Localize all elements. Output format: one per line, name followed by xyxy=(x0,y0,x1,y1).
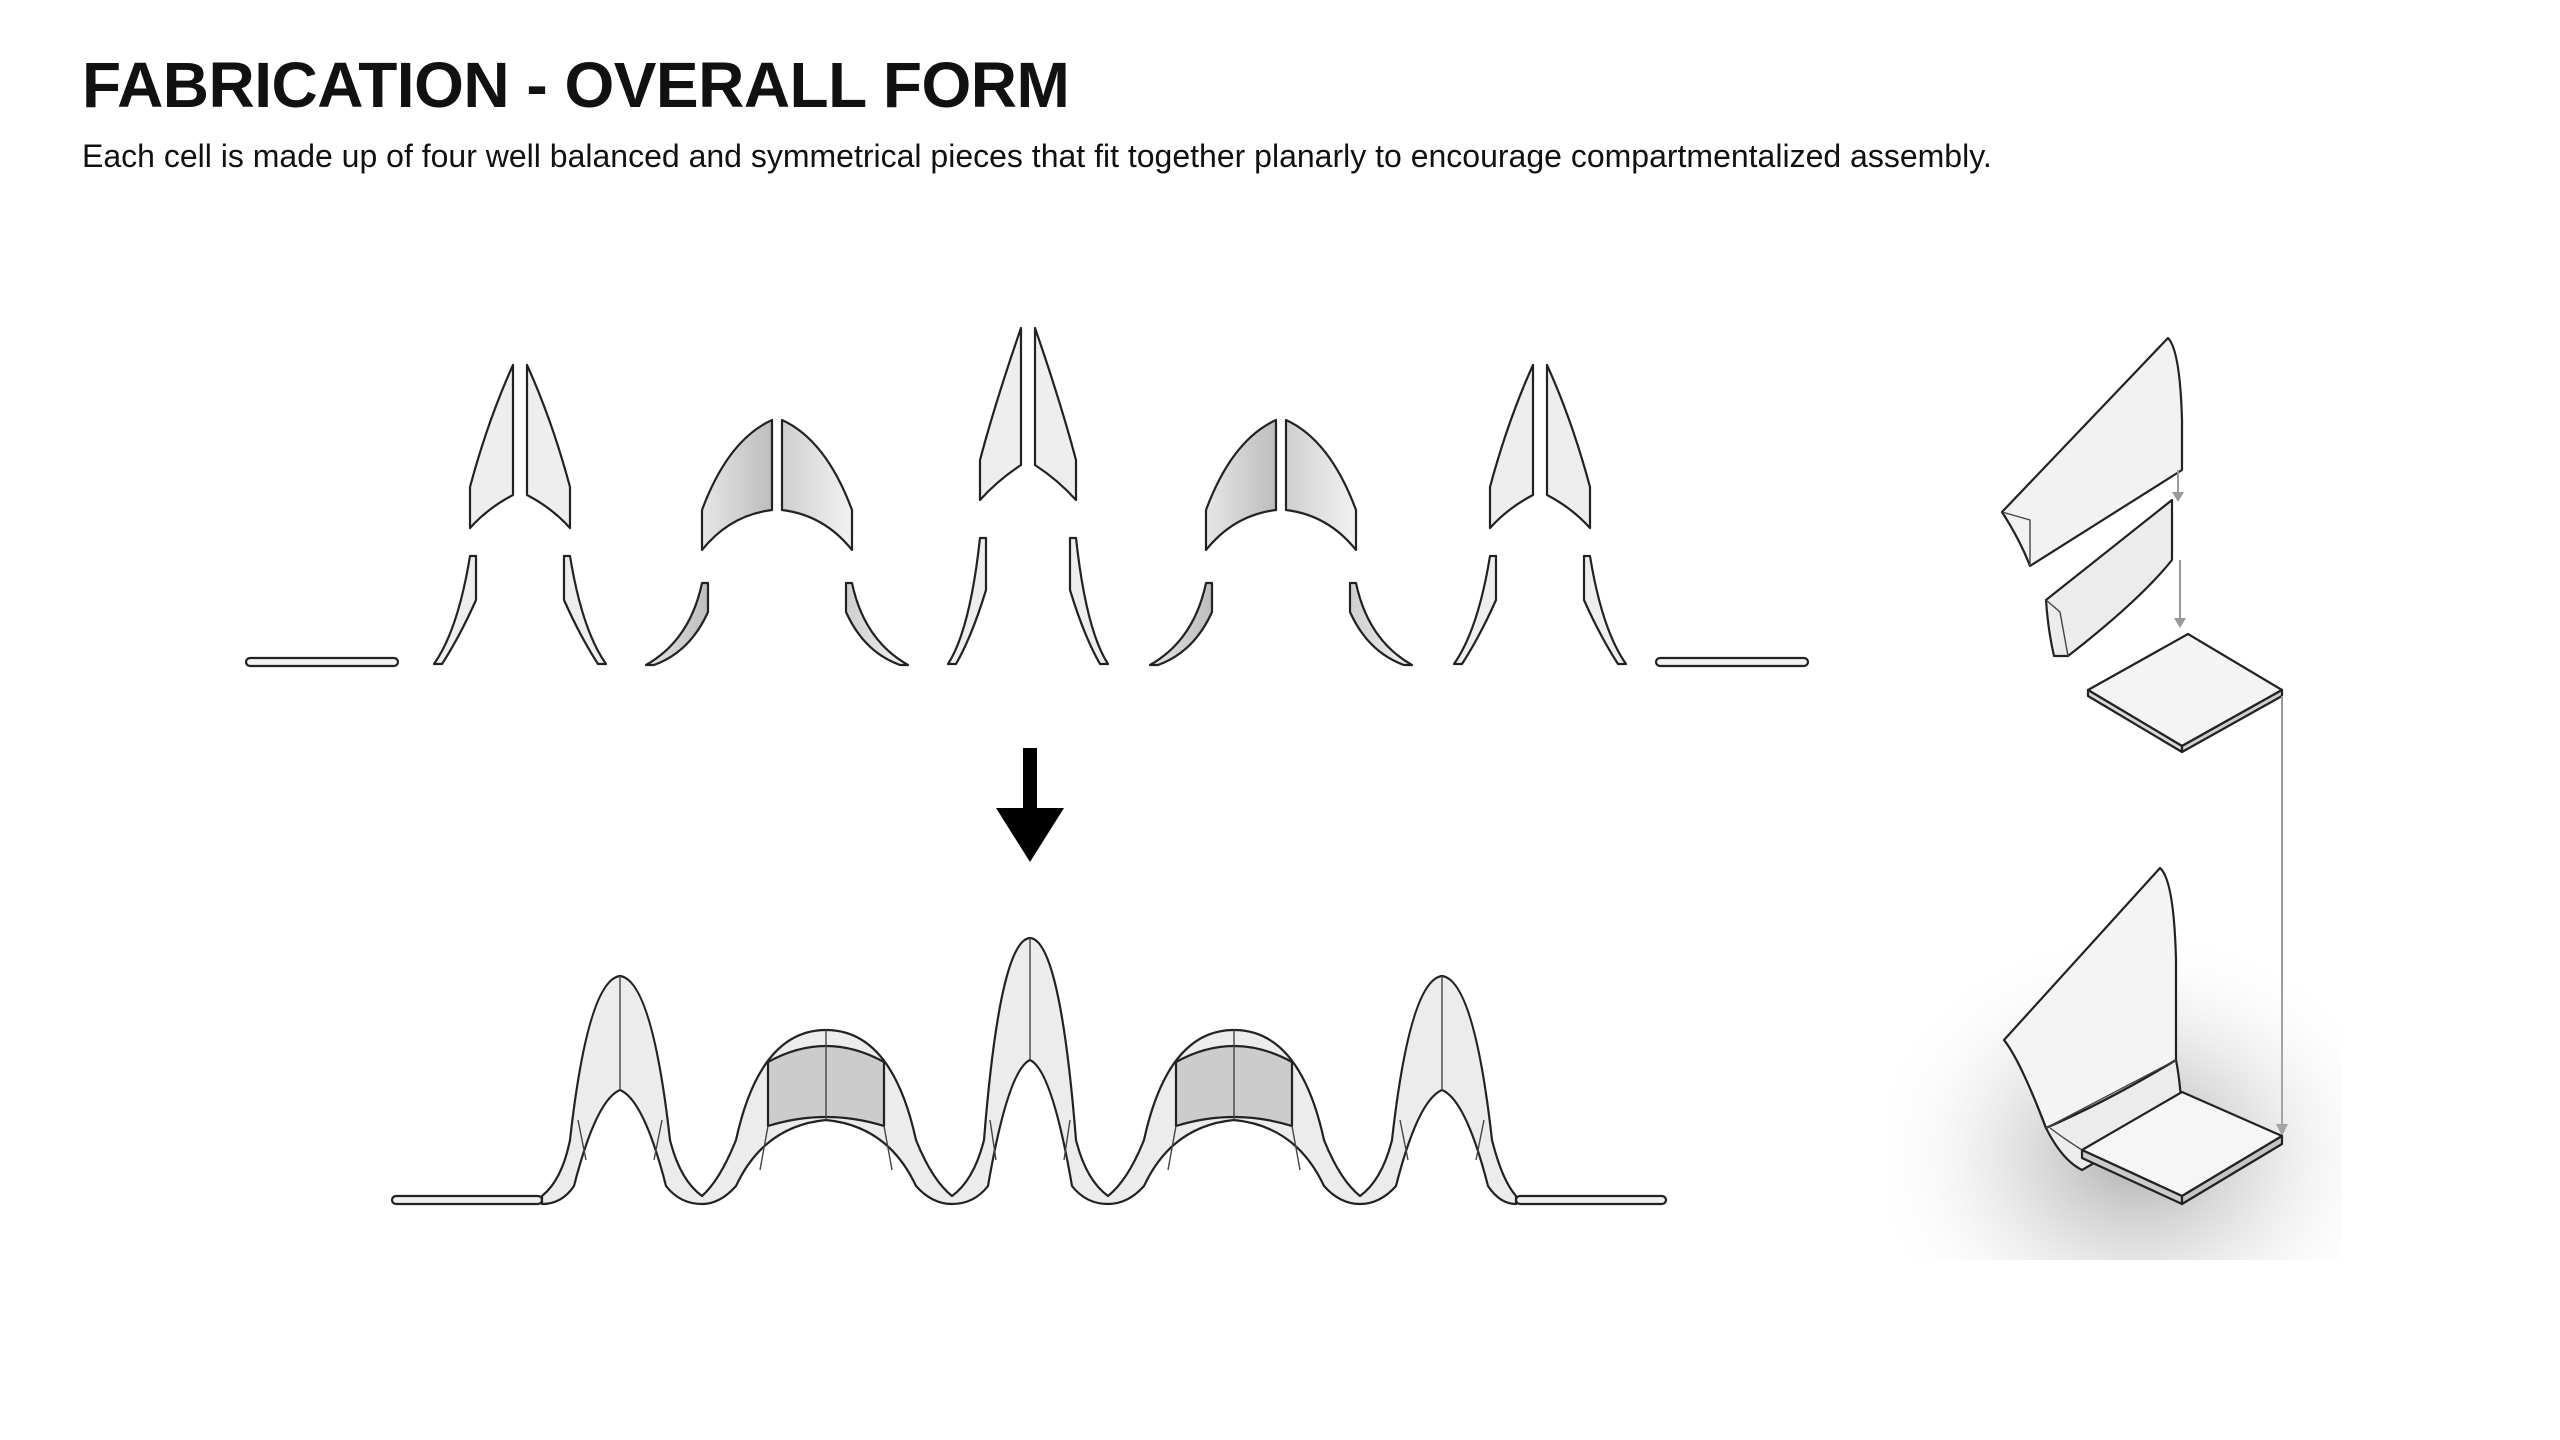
arrow-down-icon xyxy=(996,748,1064,862)
assembled-surface xyxy=(540,936,1518,1206)
end-plate-left xyxy=(244,656,400,668)
exploded-cell-3 xyxy=(946,326,1110,666)
exploded-row xyxy=(244,326,1810,668)
exploded-cell-4 xyxy=(1148,418,1414,667)
page-title: FABRICATION - OVERALL FORM xyxy=(82,49,1070,121)
exploded-cell-5 xyxy=(1452,363,1628,666)
exploded-cell-2 xyxy=(644,418,910,667)
axonometric-assembled xyxy=(1886,866,2342,1260)
assembled-row xyxy=(390,936,1668,1206)
page-subtitle: Each cell is made up of four well balanc… xyxy=(82,138,1992,174)
assembled-end-plate-right xyxy=(1514,1194,1668,1206)
exploded-cell-1 xyxy=(432,363,608,666)
end-plate-right xyxy=(1654,656,1810,668)
assembled-end-plate-left xyxy=(390,1194,544,1206)
